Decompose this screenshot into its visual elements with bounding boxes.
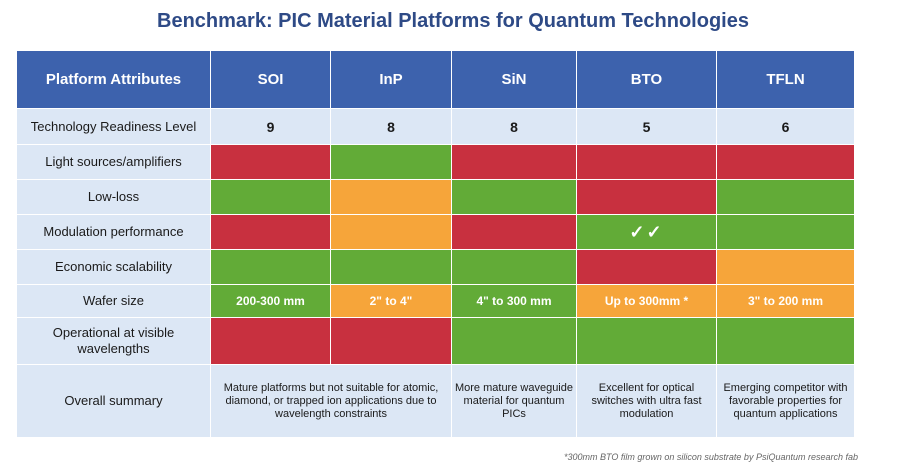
wafer-tfln: 3" to 200 mm [716, 284, 855, 318]
page-title: Benchmark: PIC Material Platforms for Qu… [157, 10, 749, 32]
header-row: Platform Attributes SOI InP SiN BTO TFLN [16, 50, 855, 109]
header-platform-attributes: Platform Attributes [16, 50, 211, 109]
header-tfln: TFLN [716, 50, 855, 109]
rating-cell [716, 144, 855, 180]
wafer-soi: 200-300 mm [210, 284, 331, 318]
rating-cell [330, 179, 452, 215]
rating-cell [330, 317, 452, 365]
rating-cell [716, 214, 855, 250]
row-label: Wafer size [16, 284, 211, 318]
row-label: Overall summary [16, 364, 211, 438]
header-sin: SiN [451, 50, 577, 109]
trl-tfln: 6 [716, 108, 855, 145]
trl-inp: 8 [330, 108, 452, 145]
wafer-inp: 2" to 4" [330, 284, 452, 318]
rating-cell [210, 144, 331, 180]
summary-sin: More mature waveguide material for quant… [451, 364, 577, 438]
row-label: Technology Readiness Level [16, 108, 211, 145]
footnote: *300mm BTO film grown on silicon substra… [564, 452, 858, 462]
rating-cell [451, 249, 577, 285]
rating-cell [576, 317, 717, 365]
summary-tfln: Emerging competitor with favorable prope… [716, 364, 855, 438]
header-bto: BTO [576, 50, 717, 109]
row-overall-summary: Overall summary Mature platforms but not… [16, 364, 855, 438]
row-economic: Economic scalability [16, 249, 855, 285]
row-low-loss: Low-loss [16, 179, 855, 215]
summary-soi-inp: Mature platforms but not suitable for at… [210, 364, 452, 438]
row-wafer-size: Wafer size 200-300 mm 2" to 4" 4" to 300… [16, 284, 855, 318]
trl-bto: 5 [576, 108, 717, 145]
rating-cell: ✓✓ [576, 214, 717, 250]
benchmark-table: Platform Attributes SOI InP SiN BTO TFLN… [16, 50, 855, 438]
row-label: Light sources/amplifiers [16, 144, 211, 180]
header-soi: SOI [210, 50, 331, 109]
rating-cell [576, 249, 717, 285]
wafer-bto: Up to 300mm * [576, 284, 717, 318]
double-check-icon: ✓✓ [629, 221, 664, 242]
row-trl: Technology Readiness Level 9 8 8 5 6 [16, 108, 855, 145]
row-label: Low-loss [16, 179, 211, 215]
rating-cell [716, 317, 855, 365]
rating-cell [451, 214, 577, 250]
row-label: Economic scalability [16, 249, 211, 285]
wafer-sin: 4" to 300 mm [451, 284, 577, 318]
rating-cell [210, 249, 331, 285]
summary-bto: Excellent for optical switches with ultr… [576, 364, 717, 438]
rating-cell [716, 249, 855, 285]
rating-cell [576, 144, 717, 180]
rating-cell [451, 317, 577, 365]
row-label: Operational at visible wavelengths [16, 317, 211, 365]
rating-cell [330, 249, 452, 285]
row-light-sources: Light sources/amplifiers [16, 144, 855, 180]
rating-cell [576, 179, 717, 215]
rating-cell [330, 144, 452, 180]
rating-cell [451, 179, 577, 215]
rating-cell [210, 214, 331, 250]
rating-cell [210, 179, 331, 215]
row-visible-wavelengths: Operational at visible wavelengths [16, 317, 855, 365]
rating-cell [330, 214, 452, 250]
rating-cell [716, 179, 855, 215]
row-modulation: Modulation performance ✓✓ [16, 214, 855, 250]
rating-cell [451, 144, 577, 180]
rating-cell [210, 317, 331, 365]
trl-soi: 9 [210, 108, 331, 145]
header-inp: InP [330, 50, 452, 109]
trl-sin: 8 [451, 108, 577, 145]
row-label: Modulation performance [16, 214, 211, 250]
